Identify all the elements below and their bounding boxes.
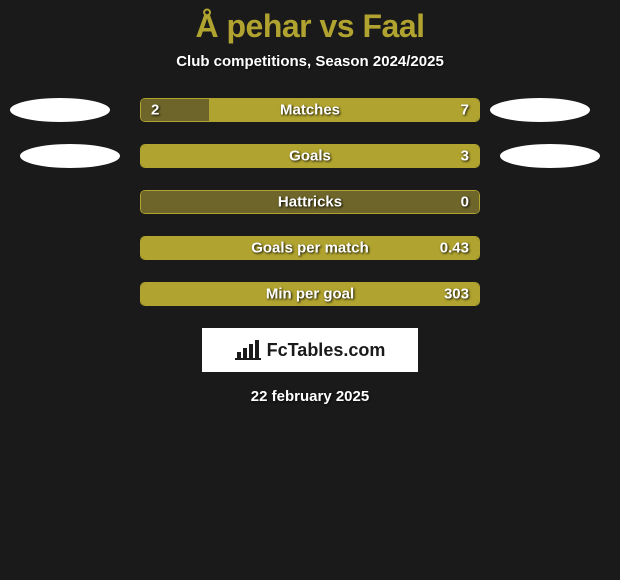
subtitle: Club competitions, Season 2024/2025 — [0, 53, 620, 70]
logo-text: FcTables.com — [267, 340, 386, 361]
stat-label: Goals — [289, 148, 331, 165]
stat-row: Matches 2 7 — [140, 98, 480, 122]
stat-label: Min per goal — [266, 286, 354, 303]
fctables-logo[interactable]: FcTables.com — [202, 328, 418, 372]
bars-container: Matches 2 7 Goals 3 Hattricks 0 Goals per match… — [0, 98, 620, 306]
stat-value-right: 0 — [461, 194, 469, 211]
stat-row: Hattricks 0 — [140, 190, 480, 214]
stat-label: Matches — [280, 102, 340, 119]
stat-label: Goals per match — [251, 240, 369, 257]
stat-row: Goals 3 — [140, 144, 480, 168]
bar-fill-right — [209, 99, 479, 121]
player-left-pill-2 — [20, 144, 120, 168]
stat-row: Goals per match 0.43 — [140, 236, 480, 260]
stat-row: Min per goal 303 — [140, 282, 480, 306]
comparison-chart: Matches 2 7 Goals 3 Hattricks 0 Goals per match… — [0, 98, 620, 306]
stat-value-left: 2 — [151, 102, 159, 119]
stat-value-right: 0.43 — [440, 240, 469, 257]
player-left-pill-1 — [10, 98, 110, 122]
page-title: Å pehar vs Faal — [0, 0, 620, 45]
player-right-pill-2 — [500, 144, 600, 168]
stat-value-right: 7 — [461, 102, 469, 119]
bar-chart-icon — [235, 340, 261, 360]
footer-date: 22 february 2025 — [0, 388, 620, 405]
title-text: Å pehar vs Faal — [195, 8, 424, 44]
stat-value-right: 3 — [461, 148, 469, 165]
stat-value-right: 303 — [444, 286, 469, 303]
player-right-pill-1 — [490, 98, 590, 122]
stat-label: Hattricks — [278, 194, 342, 211]
